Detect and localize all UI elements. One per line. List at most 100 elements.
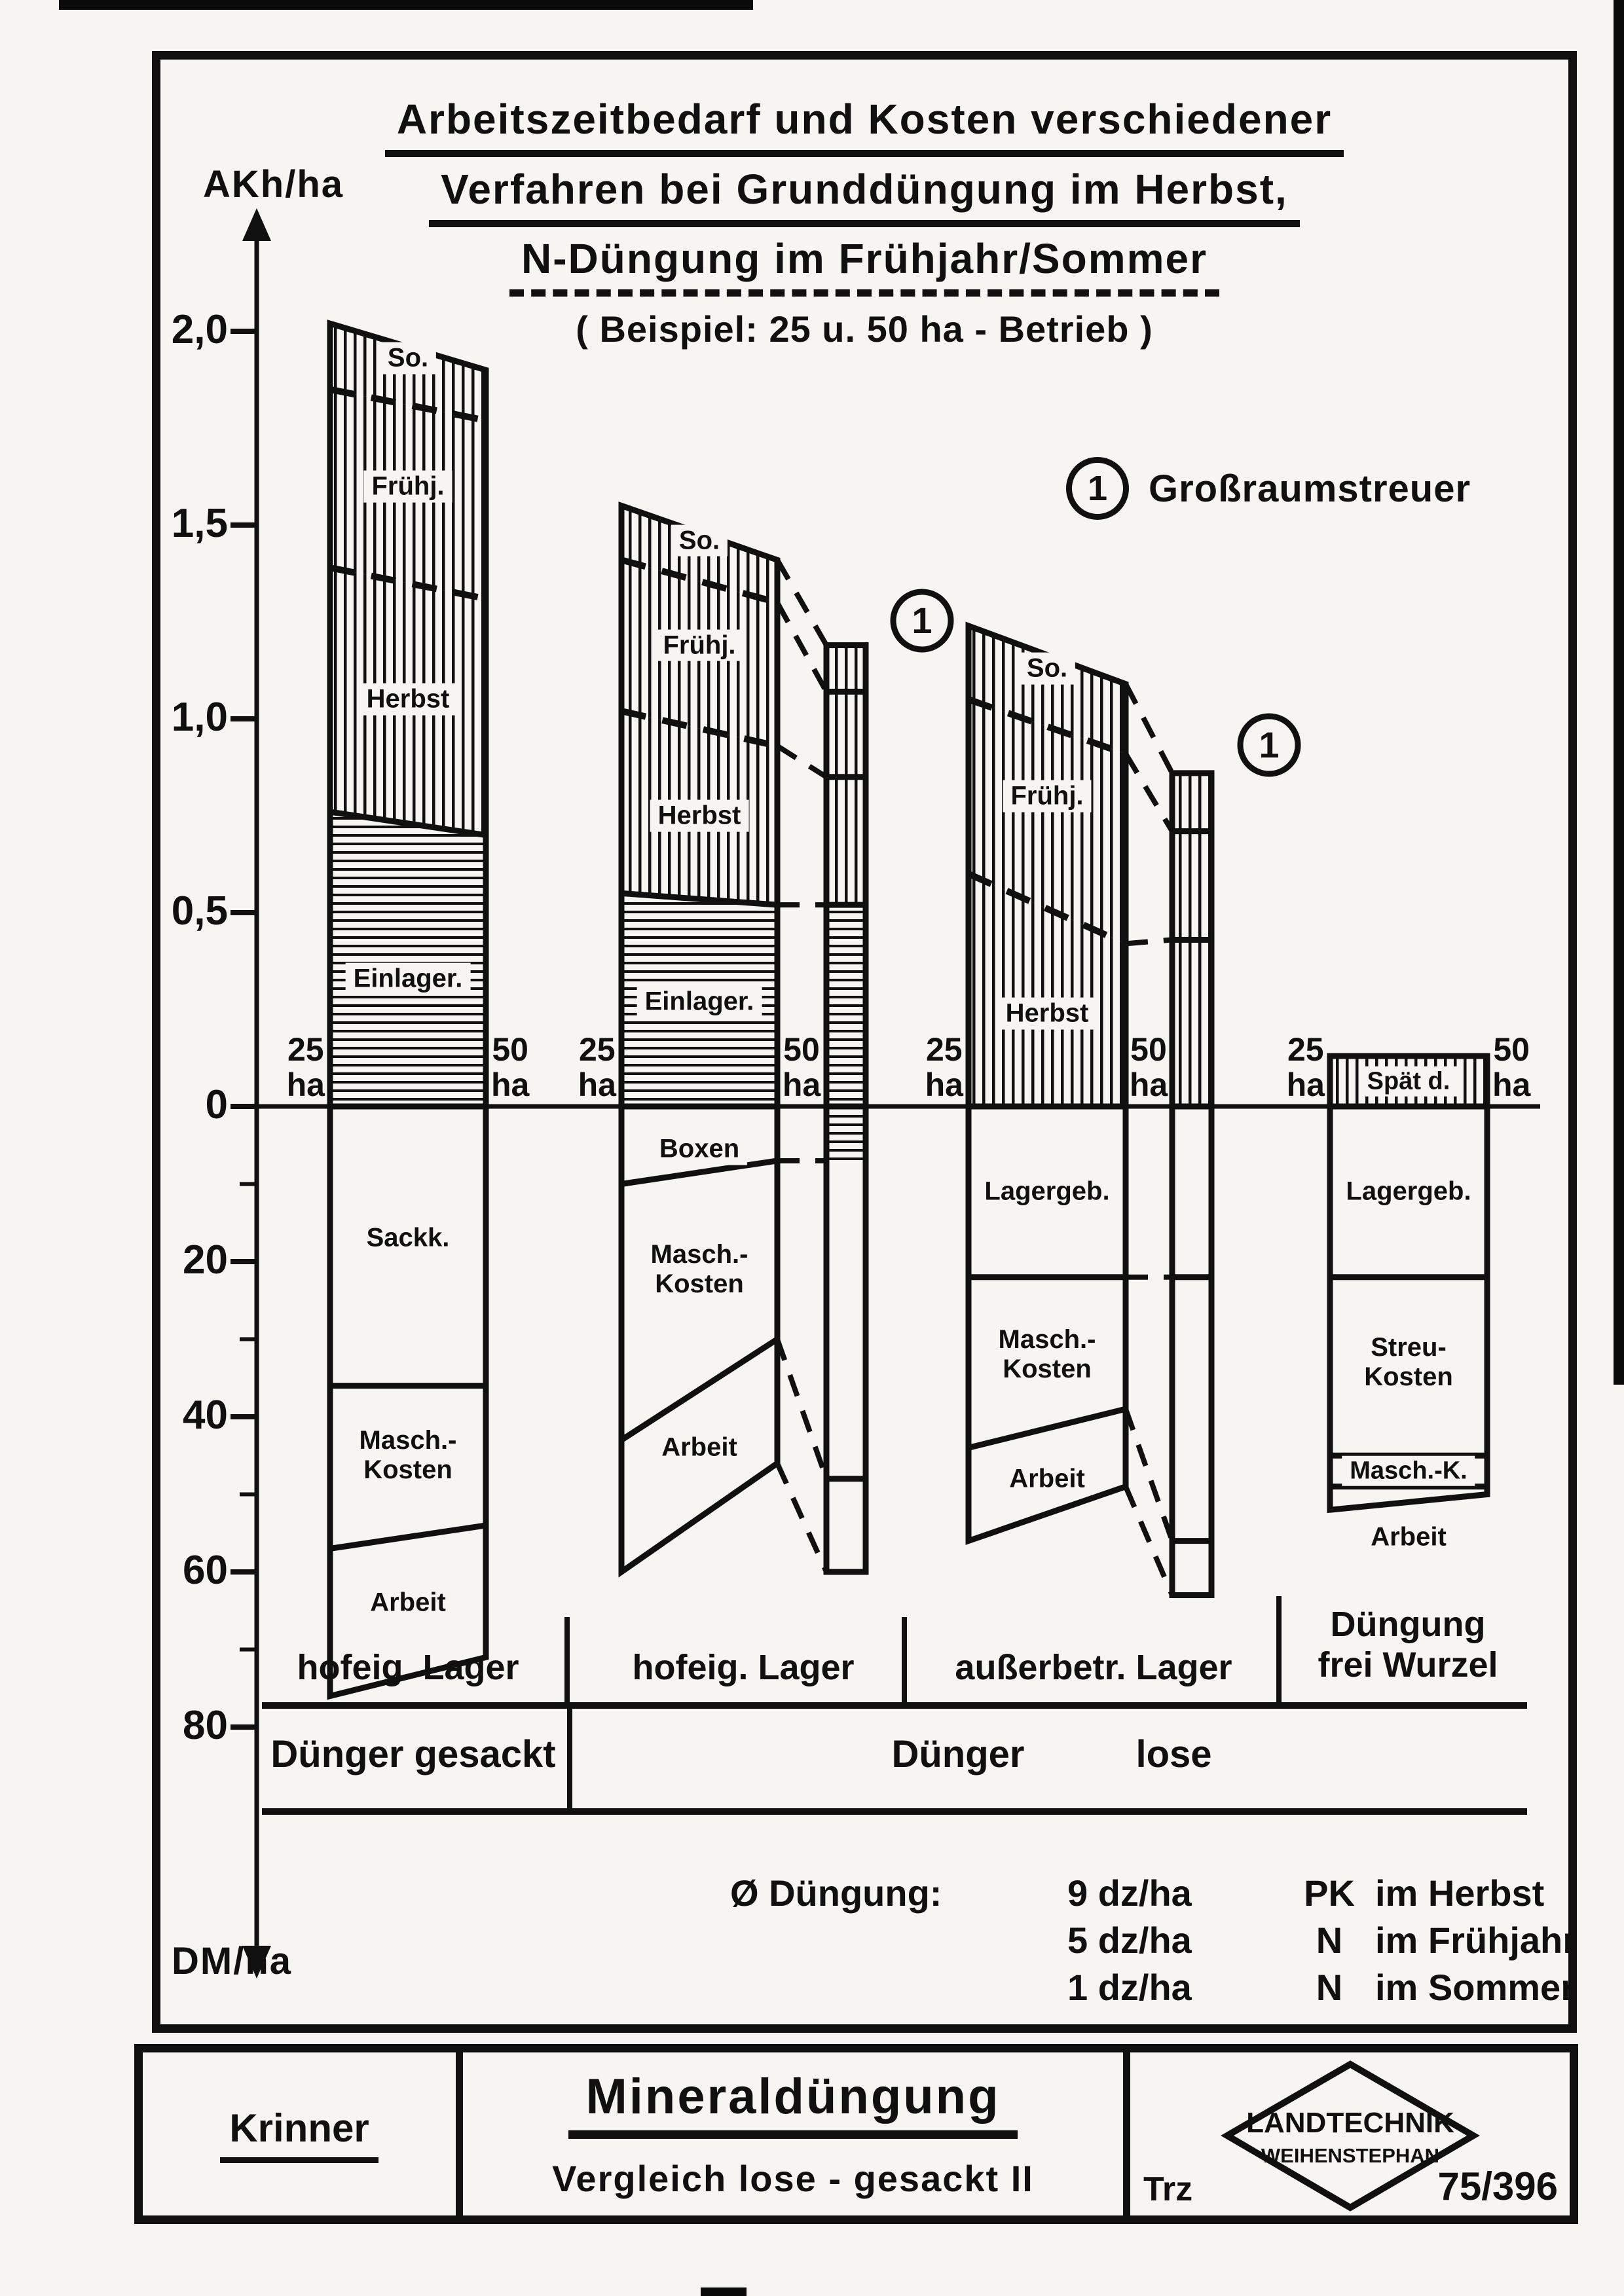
bar-divider [619, 1336, 779, 1443]
page-title-line2: Verfahren bei Grunddüngung im Herbst, [429, 165, 1300, 227]
footer-title-cell: Mineraldüngung Vergleich lose - gesackt … [456, 2052, 1130, 2215]
grossraumstreuer-marker-circle [1237, 713, 1301, 777]
y-axis-arrow-up [242, 208, 271, 241]
packaging-separator [567, 1709, 572, 1810]
y-axis-arrow-down [242, 1946, 271, 1978]
rule-under-storage [262, 1702, 1527, 1709]
bar-section [969, 699, 1126, 944]
dosage-season-3: im Sommer [1375, 1967, 1575, 2008]
storage-label-2: hofeig. Lager [632, 1648, 855, 1687]
connector-dashed [1123, 682, 1175, 774]
storage-label-3: außerbetr. Lager [955, 1648, 1232, 1687]
storage-label-4-line2: frei Wurzel [1318, 1645, 1498, 1685]
connector-dashed [775, 601, 829, 693]
bar-section [826, 776, 866, 905]
bar-section [1172, 773, 1211, 831]
bar-divider [620, 708, 779, 750]
footer-box: Krinner Mineraldüngung Vergleich lose - … [134, 2044, 1578, 2224]
bar-section [330, 568, 486, 835]
storage-label-1: hofeig. Lager [297, 1648, 519, 1687]
bar-section [330, 389, 486, 599]
scan-edge-right [1614, 0, 1624, 1385]
dosage-amount-2: 5 dz/ha [1067, 1920, 1192, 1961]
legend-marker-circle: 1 [1066, 457, 1129, 520]
connector-dashed [775, 1462, 829, 1573]
grossraumstreuer-marker-number: 1 [1259, 724, 1279, 765]
bar-divider [967, 1406, 1127, 1451]
dosage-nutrient-1: PK [1304, 1872, 1355, 1914]
dosage-annotation: Ø Düngung: 9 dz/ha PK im Herbst 5 dz/ha … [730, 1870, 1577, 2011]
title-row-1: Arbeitszeitbedarf und Kosten verschieden… [152, 95, 1577, 157]
dosage-season-1: im Herbst [1375, 1872, 1545, 1914]
title-example-row: ( Beispiel: 25 u. 50 ha - Betrieb ) [152, 308, 1577, 350]
footer-org-cell: LANDTECHNIK WEIHENSTEPHAN Trz 75/396 [1130, 2052, 1570, 2215]
bar-divider [329, 564, 487, 602]
connector-dashed [775, 744, 828, 780]
dosage-spacer-2 [730, 1964, 1067, 2011]
title-row-3: N-Düngung im Frühjahr/Sommer [152, 234, 1577, 297]
bar-section [826, 691, 866, 777]
bar-divider [621, 890, 778, 908]
title-row-2: Verfahren bei Grunddüngung im Herbst, [152, 165, 1577, 227]
bar-divider [967, 696, 1127, 757]
bar-outline [965, 1103, 1129, 1545]
bar-divider [329, 1522, 487, 1552]
connector-dashed [1123, 1408, 1175, 1542]
dosage-amount-3: 1 dz/ha [1067, 1967, 1192, 2008]
bar-section [330, 812, 486, 1106]
org-name-line2: WEIHENSTEPHAN [1261, 2144, 1439, 2167]
storage-separator-2 [902, 1617, 907, 1704]
bar-outline [618, 1103, 781, 1578]
packaging-lose-word2: lose [1135, 1733, 1212, 1776]
footer-number: 75/396 [1437, 2164, 1558, 2208]
legend-label: Großraumstreuer [1149, 467, 1471, 510]
connector-dashed [1123, 752, 1175, 833]
dosage-amount-1: 9 dz/ha [1067, 1872, 1192, 1914]
bar-section [969, 625, 1126, 754]
bar-section [826, 1106, 866, 1161]
dosage-spacer [730, 1917, 1067, 1964]
footer-author-cell: Krinner [143, 2052, 456, 2215]
bar-divider [967, 871, 1128, 947]
org-logo-diamond [1220, 2060, 1480, 2212]
scan-edge-bottom [701, 2287, 747, 2296]
packaging-label-gesackt: Dünger gesackt [270, 1733, 556, 1776]
title-example: ( Beispiel: 25 u. 50 ha - Betrieb ) [576, 308, 1153, 350]
footer-author: Krinner [220, 2105, 378, 2163]
connector-dashed [1125, 937, 1173, 947]
dosage-prefix: Ø Düngung: [730, 1872, 942, 1914]
legend: 1 Großraumstreuer [1066, 457, 1471, 520]
storage-separator-3 [1276, 1596, 1282, 1704]
dosage-season-2: im Frühjahr [1375, 1920, 1578, 1961]
bar-section [1172, 939, 1211, 1106]
grossraumstreuer-marker-circle [890, 589, 954, 653]
rule-under-packaging [262, 1808, 1527, 1815]
connector-dashed [1123, 1485, 1175, 1597]
bar-outline [823, 1103, 869, 1575]
bar-outline [327, 1103, 489, 1700]
axis-unit-top: AKh/ha [203, 163, 344, 206]
bar-section [826, 905, 866, 1106]
bar-outline [1169, 1103, 1215, 1599]
connector-dashed [775, 1338, 829, 1480]
dosage-nutrient-3: N [1316, 1967, 1343, 2008]
grossraumstreuer-marker-number: 1 [912, 600, 932, 641]
org-logo: LANDTECHNIK WEIHENSTEPHAN [1220, 2060, 1480, 2212]
page-title-line3: N-Düngung im Frühjahr/Sommer [509, 234, 1219, 297]
bar-section [1330, 1056, 1487, 1106]
packaging-lose-word1: Dünger [891, 1733, 1025, 1776]
footer-signature: Trz [1143, 2170, 1193, 2208]
bar-outline [1327, 1103, 1490, 1514]
bar-divider [620, 556, 779, 606]
packaging-label-lose: Dünger lose [576, 1732, 1527, 1776]
bar-section [826, 645, 866, 692]
connector-dashed [775, 558, 829, 647]
bar-section [1172, 831, 1211, 940]
axis-unit-bottom: DM/ha [172, 1940, 292, 1982]
bar-section [969, 873, 1126, 1106]
dosage-nutrient-2: N [1316, 1920, 1343, 1961]
scan-edge-top [59, 0, 753, 10]
footer-subtitle: Vergleich lose - gesackt II [552, 2158, 1034, 2199]
org-name-line1: LANDTECHNIK [1246, 2107, 1454, 2139]
bar-divider [329, 386, 487, 424]
